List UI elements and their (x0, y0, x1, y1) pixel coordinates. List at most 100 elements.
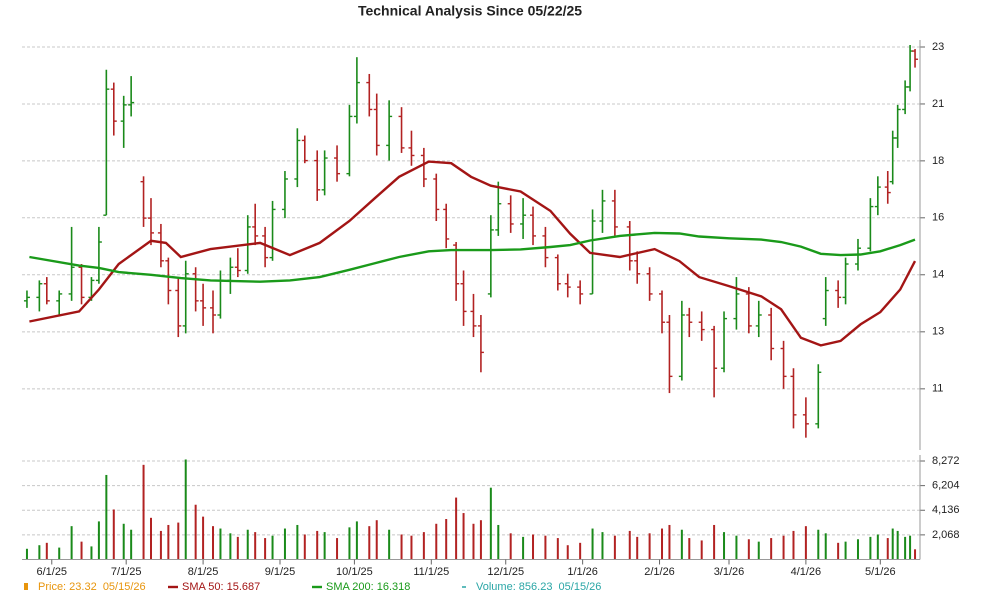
volume-bar (904, 536, 907, 560)
volume-bar (184, 459, 187, 560)
volume-bar (876, 534, 879, 560)
volume-bar (323, 532, 326, 560)
volume-bar (914, 549, 917, 560)
volume-bar (177, 522, 180, 560)
legend-label: SMA 50: 15.687 (182, 581, 260, 593)
volume-bar (824, 533, 827, 560)
volume-bar (804, 526, 807, 560)
y-tick-label: 4,136 (932, 504, 960, 516)
volume-bar (896, 530, 899, 560)
legend-icon (24, 583, 28, 590)
y-tick-label: 8,272 (932, 455, 960, 467)
volume-bar (229, 533, 232, 560)
volume-bar (601, 532, 604, 560)
volume-bar (303, 534, 306, 560)
volume-bar (296, 524, 299, 560)
volume-bar (25, 548, 28, 560)
volume-bar (97, 521, 100, 560)
volume-bar (122, 523, 125, 560)
volume-bar (509, 533, 512, 560)
legend-label: SMA 200: 16.318 (326, 581, 410, 593)
volume-bar (556, 538, 559, 560)
volume-bar (112, 509, 115, 560)
volume-bar (591, 528, 594, 560)
volume-bar (410, 535, 413, 560)
x-tick-label: 4/1/26 (791, 566, 822, 578)
volume-bar (80, 541, 83, 560)
volume-bar (90, 546, 93, 560)
volume-bar (462, 513, 465, 560)
volume-bar (566, 545, 569, 560)
y-tick-label: 21 (932, 98, 944, 110)
volume-bar (58, 547, 61, 560)
x-tick-label: 5/1/26 (865, 566, 896, 578)
volume-bar (202, 516, 205, 560)
volume-bar (636, 536, 639, 560)
volume-bar (700, 540, 703, 560)
sma-line (29, 231, 916, 283)
volume-bar (159, 530, 162, 560)
volume-bar (445, 519, 448, 560)
x-tick-label: 9/1/25 (265, 566, 296, 578)
sma-line (29, 160, 917, 347)
y-tick-label: 13 (932, 326, 944, 338)
volume-bar (757, 541, 760, 560)
volume-bar (713, 524, 716, 560)
y-tick-label: 6,204 (932, 480, 960, 492)
volume-bar (886, 538, 889, 560)
volume-bar (497, 524, 500, 560)
volume-bar (212, 526, 215, 560)
volume-bar (909, 535, 912, 560)
x-tick-label: 6/1/25 (36, 566, 67, 578)
volume-bar (355, 521, 358, 560)
volume-bar (856, 539, 859, 560)
y-tick-label: 2,068 (932, 529, 960, 541)
volume-bar (38, 545, 41, 560)
volume-bar (479, 520, 482, 560)
volume-bar (455, 497, 458, 560)
volume-bar (435, 523, 438, 560)
volume-bar (142, 464, 145, 560)
volume-bar (735, 535, 738, 560)
volume-bar (792, 530, 795, 560)
volume-bar (891, 528, 894, 560)
chart-title: Technical Analysis Since 05/22/25 (358, 3, 582, 19)
volume-bar (628, 530, 631, 560)
volume-bar (45, 542, 48, 560)
volume-bar (648, 533, 651, 560)
y-tick-label: 16 (932, 212, 944, 224)
volume-bar (817, 529, 820, 560)
volume-bar (105, 474, 108, 560)
volume-bar (613, 535, 616, 560)
volume-bar (688, 538, 691, 560)
volume-bar (544, 535, 547, 560)
volume-bar (661, 528, 664, 560)
volume-bar (316, 530, 319, 560)
volume-bar (770, 538, 773, 560)
volume-bar (219, 528, 222, 560)
volume-bar (522, 536, 525, 560)
volume-bar (254, 532, 257, 560)
volume-bar (236, 536, 239, 560)
volume-bar (388, 529, 391, 560)
volume-bar (271, 535, 274, 560)
volume-bar (130, 529, 133, 560)
volume-bar (194, 504, 197, 560)
volume-bar (844, 541, 847, 560)
volume-bar (472, 523, 475, 560)
volume-bar (283, 528, 286, 560)
x-tick-label: 7/1/25 (111, 566, 142, 578)
y-tick-label: 23 (932, 41, 944, 53)
x-tick-label: 12/1/25 (487, 566, 524, 578)
x-tick-label: 2/1/26 (644, 566, 675, 578)
volume-bar (489, 487, 492, 560)
volume-bar (422, 532, 425, 560)
volume-bar (579, 542, 582, 560)
x-tick-label: 10/1/25 (336, 566, 373, 578)
volume-bar (375, 520, 378, 560)
volume-bar (782, 535, 785, 560)
volume-bar (668, 524, 671, 560)
